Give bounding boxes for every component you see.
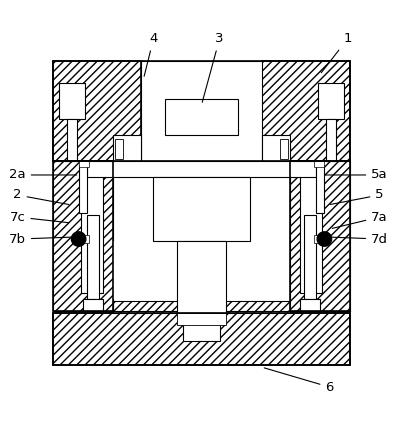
- Bar: [114, 301, 289, 313]
- Text: 7d: 7d: [330, 233, 388, 245]
- Bar: [114, 135, 141, 161]
- Bar: [314, 161, 324, 167]
- Bar: [303, 215, 316, 299]
- Text: 4: 4: [144, 32, 158, 76]
- Bar: [79, 165, 87, 213]
- Bar: [54, 313, 349, 365]
- Bar: [177, 241, 226, 313]
- Bar: [280, 139, 288, 159]
- Bar: [154, 177, 249, 241]
- Text: 7c: 7c: [9, 210, 69, 224]
- Text: 2a: 2a: [9, 168, 77, 181]
- Circle shape: [317, 232, 332, 246]
- Bar: [75, 235, 89, 243]
- Text: 6: 6: [264, 368, 334, 394]
- Bar: [326, 119, 336, 161]
- Text: 5: 5: [330, 188, 384, 204]
- Bar: [177, 313, 226, 325]
- Bar: [81, 173, 104, 293]
- Bar: [79, 161, 89, 167]
- Bar: [289, 161, 349, 311]
- Bar: [59, 83, 85, 119]
- Bar: [115, 139, 123, 159]
- Bar: [141, 61, 262, 161]
- Text: 3: 3: [202, 32, 224, 102]
- Bar: [54, 161, 114, 311]
- Bar: [183, 313, 220, 341]
- Bar: [87, 161, 316, 177]
- Bar: [314, 235, 328, 243]
- Bar: [83, 299, 104, 311]
- Bar: [262, 61, 349, 161]
- Bar: [67, 119, 77, 161]
- Bar: [54, 313, 349, 365]
- Bar: [299, 173, 322, 293]
- Bar: [318, 83, 344, 119]
- Bar: [316, 165, 324, 213]
- Circle shape: [71, 232, 86, 246]
- Bar: [166, 99, 237, 135]
- Bar: [54, 61, 141, 161]
- Bar: [299, 299, 320, 311]
- Text: 7a: 7a: [332, 210, 388, 228]
- Bar: [54, 61, 349, 161]
- Text: 2: 2: [13, 188, 69, 204]
- Bar: [262, 135, 289, 161]
- Text: 7b: 7b: [9, 233, 73, 245]
- Bar: [114, 241, 289, 299]
- Text: 1: 1: [321, 32, 352, 73]
- Bar: [87, 215, 100, 299]
- Text: 5a: 5a: [324, 168, 388, 181]
- Bar: [289, 161, 349, 311]
- Bar: [54, 161, 114, 311]
